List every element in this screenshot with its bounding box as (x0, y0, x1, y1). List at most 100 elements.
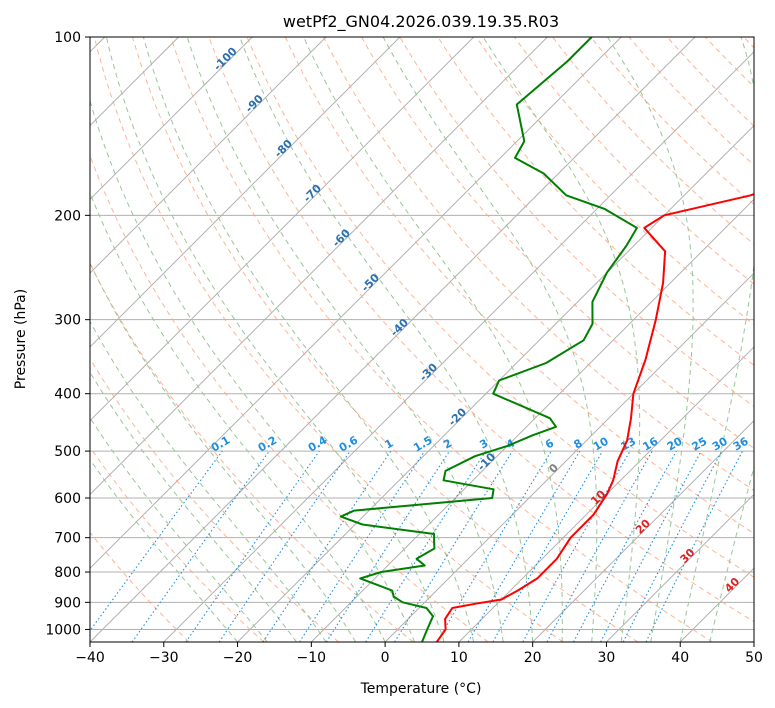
isotherm (679, 567, 754, 642)
moist-adiabat (607, 37, 694, 642)
mixing-ratio-label: 3 (477, 437, 490, 452)
temperature-profile-line (435, 192, 754, 642)
isotherm (753, 641, 754, 642)
isotherm (90, 37, 475, 422)
chart-title: wetPf2_GN04.2026.039.19.35.R03 (283, 12, 559, 32)
mixing-ratio-label: 2 (441, 437, 454, 452)
dry-adiabat (475, 37, 754, 326)
x-tick-label: 30 (598, 650, 616, 666)
y-tick-label: 400 (54, 387, 81, 403)
dry-adiabat (246, 37, 754, 578)
dry-adiabat (769, 24, 775, 642)
x-tick-label: −40 (75, 650, 105, 666)
y-tick-label: 100 (54, 30, 81, 46)
moist-adiabat (90, 320, 327, 642)
dry-adiabat (131, 37, 639, 642)
mixing-ratio-line (131, 450, 270, 642)
moist-adiabat (90, 99, 416, 642)
isotherm (90, 37, 696, 642)
moist-adiabat-label: -100 (211, 44, 240, 73)
line-label-layer: 0.1 0.2 0.4 0.6 1 1.5 2 3 4 6 8 10 13 16 20 25 30 36-100-… (209, 44, 751, 595)
y-tick-label: 900 (54, 595, 81, 611)
x-axis: −40 −30 −20 −10 0 10 20 30 40 50 (75, 642, 763, 666)
moist-adiabat (105, 37, 445, 642)
isotherm (90, 37, 401, 348)
dry-adiabat (666, 37, 754, 127)
moist-adiabat (239, 37, 534, 642)
dry-adiabat (90, 446, 265, 642)
y-tick-label: 600 (54, 491, 81, 507)
isotherm (90, 37, 253, 201)
moist-adiabat-label: -20 (446, 405, 469, 428)
moist-adiabat (90, 416, 268, 642)
isotherm (90, 37, 548, 496)
moist-adiabat (142, 37, 475, 642)
mixing-ratio-line (645, 450, 743, 642)
isotherm (310, 198, 754, 642)
mixing-ratio-line (522, 450, 631, 642)
dry-adiabat (361, 37, 754, 449)
mixing-ratio-line (546, 450, 653, 642)
x-tick-label: −10 (297, 650, 327, 666)
isotherm (163, 51, 754, 642)
isotherm (458, 346, 754, 642)
plot-frame (89, 36, 755, 643)
dry-adiabat-label: 30 (678, 546, 698, 566)
mixing-ratio-line (573, 450, 677, 642)
x-tick-label: 0 (381, 650, 390, 666)
isotherm (532, 419, 754, 642)
dry-adiabat (704, 37, 754, 88)
x-axis-label: Temperature (°C) (360, 681, 482, 697)
mixing-ratio-label: 6 (543, 436, 556, 451)
moist-adiabat (482, 37, 641, 642)
dry-adiabat (742, 37, 754, 49)
x-tick-label: 20 (524, 650, 542, 666)
dry-adiabat (284, 37, 754, 535)
dry-adiabat-label: 20 (633, 516, 653, 536)
x-tick-label: −30 (149, 650, 179, 666)
moist-adiabat (90, 458, 238, 642)
y-tick-label: 800 (54, 565, 81, 581)
mixing-ratio-label: 1 (383, 437, 396, 452)
mixing-ratio-line (262, 450, 392, 642)
moist-adiabat-label: -70 (301, 181, 324, 204)
y-axis: 100 200 300 400 500 600 700 800 900 1000 (45, 30, 90, 638)
dry-adiabat (93, 37, 564, 642)
series-layer (339, 37, 754, 642)
dry-adiabat (90, 262, 414, 642)
dry-adiabat (322, 37, 754, 492)
dry-adiabat (170, 37, 713, 642)
moist-adiabat-label: -90 (243, 92, 266, 115)
isotherm (90, 37, 327, 274)
y-tick-label: 700 (54, 531, 81, 547)
y-tick-label: 1000 (45, 622, 81, 638)
mixing-ratio-line (365, 450, 487, 642)
mixing-ratio-line (218, 450, 351, 642)
moist-adiabat-label: -30 (417, 361, 440, 384)
y-tick-label: 500 (54, 444, 81, 460)
dry-adiabat (90, 357, 339, 642)
mixing-ratio-line (185, 450, 320, 642)
y-tick-label: 200 (54, 208, 81, 224)
moist-adiabat-label: -50 (359, 271, 382, 294)
isotherm (90, 37, 622, 569)
dry-adiabat (399, 37, 754, 408)
mixing-ratio-line (467, 450, 581, 642)
y-axis-label: Pressure (hPa) (13, 289, 29, 389)
isotherm (237, 124, 754, 642)
x-tick-label: 10 (450, 650, 468, 666)
dry-adiabat (513, 37, 754, 285)
moist-adiabat-label: -80 (272, 137, 295, 160)
mixing-ratio-line (436, 450, 552, 642)
moist-adiabat (90, 262, 357, 642)
y-tick-label: 300 (54, 313, 81, 329)
mixing-ratio-line (299, 450, 426, 642)
moist-adiabat (303, 37, 563, 642)
grid-layer (90, 24, 775, 642)
x-tick-label: 40 (671, 650, 689, 666)
dewpoint-profile-line (339, 37, 638, 642)
moist-adiabat (186, 37, 504, 642)
mixing-ratio-line (90, 450, 223, 632)
moist-adiabat-label: -60 (330, 226, 353, 249)
